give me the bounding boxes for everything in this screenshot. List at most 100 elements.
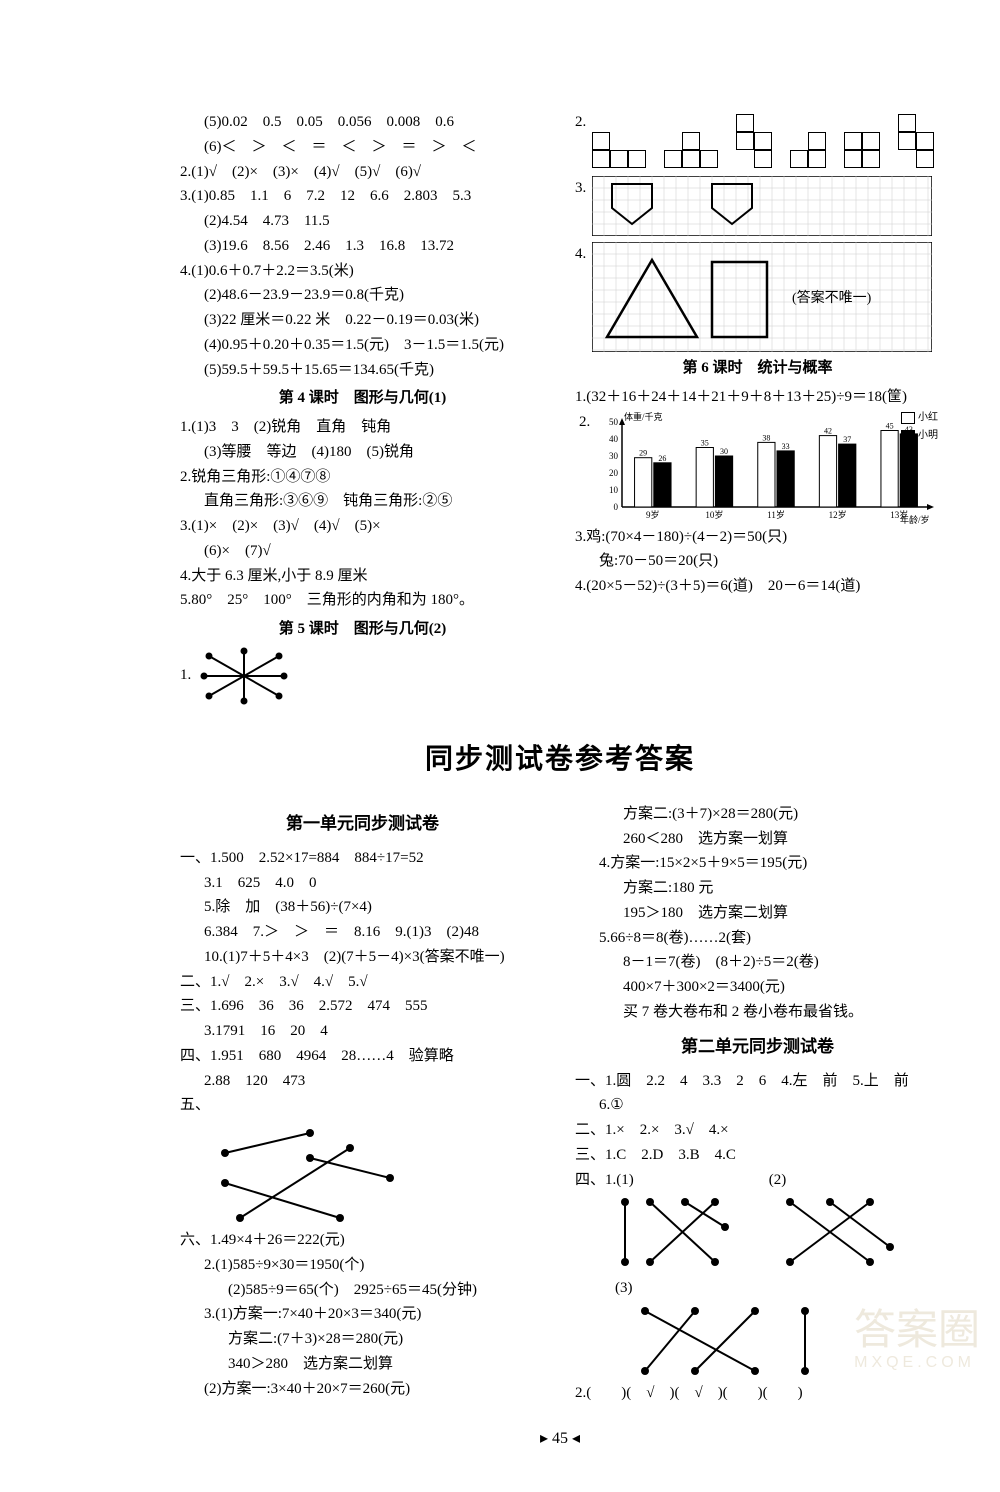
heading-lesson6: 第 6 课时 统计与概率 bbox=[575, 356, 940, 381]
text-line: 6.① bbox=[575, 1093, 940, 1118]
text-line: 方案二:180 元 bbox=[575, 876, 940, 901]
match-fig-3 bbox=[635, 1301, 835, 1381]
tetromino-row bbox=[592, 114, 934, 168]
text-line: 六、1.49×4＋26＝222(元) bbox=[180, 1228, 545, 1253]
text-line: 260＜280 选方案一划算 bbox=[575, 827, 940, 852]
text-line: (3)19.6 8.56 2.46 1.3 16.8 13.72 bbox=[180, 234, 545, 259]
text-line: 三、1.C 2.D 3.B 4.C bbox=[575, 1143, 940, 1168]
match-fig-1 bbox=[615, 1192, 735, 1272]
svg-text:29: 29 bbox=[639, 448, 647, 457]
q4-label: 4. bbox=[575, 242, 586, 267]
text-line: (2)方案一:3×40＋20×7＝260(元) bbox=[180, 1377, 545, 1402]
unit1-title: 第一单元同步测试卷 bbox=[180, 810, 545, 838]
svg-text:26: 26 bbox=[659, 453, 667, 462]
text-line: 2.(1)√ (2)× (3)× (4)√ (5)√ (6)√ bbox=[180, 160, 545, 185]
svg-text:11岁: 11岁 bbox=[767, 509, 785, 520]
svg-text:42: 42 bbox=[824, 426, 832, 435]
svg-text:30: 30 bbox=[609, 451, 619, 461]
q3-sublabel: (3) bbox=[615, 1276, 940, 1301]
text-line: 1.(32＋16＋24＋14＋21＋9＋8＋13＋25)÷9＝18(筐) bbox=[575, 385, 940, 410]
text-line: 3.1791 16 20 4 bbox=[180, 1019, 545, 1044]
grid-figure-4: (答案不唯一) bbox=[592, 242, 932, 352]
text-line: 2.(1)585÷9×30＝1950(个) bbox=[180, 1253, 545, 1278]
text-line: 5.80° 25° 100° 三角形的内角和为 180°。 bbox=[180, 588, 545, 613]
text-line: (5)0.02 0.5 0.05 0.056 0.008 0.6 bbox=[180, 110, 545, 135]
text-line: 10.(1)7＋5＋4×3 (2)(7＋5－4)×3(答案不唯一) bbox=[180, 945, 545, 970]
text-line: 8－1＝7(卷) (8＋2)÷5＝2(卷) bbox=[575, 950, 940, 975]
text-line: 4.大于 6.3 厘米,小于 8.9 厘米 bbox=[180, 564, 545, 589]
text-line: 兔:70－50＝20(只) bbox=[575, 549, 940, 574]
svg-text:体重/千克: 体重/千克 bbox=[624, 411, 663, 422]
text-line: 340＞280 选方案二划算 bbox=[180, 1352, 545, 1377]
svg-text:13岁: 13岁 bbox=[890, 509, 908, 520]
text-line: 195＞180 选方案二划算 bbox=[575, 901, 940, 926]
heading-lesson5: 第 5 课时 图形与几何(2) bbox=[180, 617, 545, 642]
svg-text:40: 40 bbox=[609, 434, 619, 444]
text-line: (2)48.6－23.9－23.9＝0.8(千克) bbox=[180, 283, 545, 308]
text-line: 二、1.√ 2.× 3.√ 4.√ 5.√ bbox=[180, 970, 545, 995]
text-line: 二、1.× 2.× 3.√ 4.× bbox=[575, 1118, 940, 1143]
q2-label: 2. bbox=[575, 110, 586, 135]
page-number: 45 bbox=[180, 1426, 940, 1452]
text-line: 3.1 625 4.0 0 bbox=[180, 871, 545, 896]
text-line: 4.(20×5－52)÷(3＋5)＝6(道) 20－6＝14(道) bbox=[575, 574, 940, 599]
text-line: 1.(1)3 3 (2)锐角 直角 钝角 bbox=[180, 415, 545, 440]
svg-text:12岁: 12岁 bbox=[829, 509, 847, 520]
svg-text:35: 35 bbox=[701, 438, 709, 447]
text-line: 4.(1)0.6＋0.7＋2.2＝3.5(米) bbox=[180, 259, 545, 284]
text-line: 5.除 加 (38＋56)÷(7×4) bbox=[180, 895, 545, 920]
watermark-url: MXQE.COM bbox=[854, 1354, 975, 1372]
bottom-right-column: 方案二:(3＋7)×28＝280(元)260＜280 选方案一划算4.方案一:1… bbox=[575, 802, 940, 1406]
text-line: (4)0.95＋0.20＋0.35＝1.5(元) 3－1.5＝1.5(元) bbox=[180, 333, 545, 358]
text-line: (5)59.5＋59.5＋15.65＝134.65(千克) bbox=[180, 358, 545, 383]
heading-lesson4: 第 4 课时 图形与几何(1) bbox=[180, 386, 545, 411]
text-line: 400×7＋300×2＝3400(元) bbox=[575, 975, 940, 1000]
top-left-column: (5)0.02 0.5 0.05 0.056 0.008 0.6(6)＜ ＞ ＜… bbox=[180, 110, 545, 706]
svg-text:20: 20 bbox=[609, 468, 619, 478]
text-line: 方案二:(7＋3)×28＝280(元) bbox=[180, 1327, 545, 1352]
unit2-title: 第二单元同步测试卷 bbox=[575, 1033, 940, 1061]
main-title: 同步测试卷参考答案 bbox=[180, 736, 940, 782]
text-line: 五、 bbox=[180, 1093, 545, 1118]
chart-legend: 小红 小明 bbox=[901, 410, 938, 447]
text-line: 5.66÷8＝8(卷)……2(套) bbox=[575, 926, 940, 951]
text-line: 一、1.圆 2.2 4 3.3 2 6 4.左 前 5.上 前 bbox=[575, 1069, 940, 1094]
text-line: 3.(1)方案一:7×40＋20×3＝340(元) bbox=[180, 1302, 545, 1327]
svg-text:10: 10 bbox=[609, 485, 619, 495]
text-line: (2)585÷9＝65(个) 2925÷65＝45(分钟) bbox=[180, 1278, 545, 1303]
svg-text:50: 50 bbox=[609, 417, 619, 427]
text-line: 买 7 卷大卷布和 2 卷小卷布最省钱。 bbox=[575, 1000, 940, 1025]
text-line: (6)＜ ＞ ＜ ＝ ＜ ＞ ＝ ＞ ＜ bbox=[180, 135, 545, 160]
svg-text:45: 45 bbox=[886, 421, 894, 430]
text-line: 直角三角形:③⑥⑨ 钝角三角形:②⑤ bbox=[180, 489, 545, 514]
svg-text:38: 38 bbox=[763, 433, 771, 442]
text-line: 三、1.696 36 36 2.572 474 555 bbox=[180, 994, 545, 1019]
text-line: 3.鸡:(70×4－180)÷(4－2)＝50(只) bbox=[575, 525, 940, 550]
grid-figure-3 bbox=[592, 176, 932, 236]
text-line: (2)4.54 4.73 11.5 bbox=[180, 209, 545, 234]
q4-note: (答案不唯一) bbox=[792, 289, 872, 306]
text-line: (6)× (7)√ bbox=[180, 539, 545, 564]
text-line: 2.88 120 473 bbox=[180, 1069, 545, 1094]
svg-text:33: 33 bbox=[782, 441, 790, 450]
text-line: 2.锐角三角形:①④⑦⑧ bbox=[180, 465, 545, 490]
text-line: (3)22 厘米＝0.22 米 0.22－0.19＝0.03(米) bbox=[180, 308, 545, 333]
text-line: (3)等腰 等边 (4)180 (5)锐角 bbox=[180, 440, 545, 465]
q5-1-label: 1. bbox=[180, 663, 191, 688]
text-line: 四、1.951 680 4964 28……4 验算略 bbox=[180, 1044, 545, 1069]
svg-text:0: 0 bbox=[614, 502, 619, 512]
text-line: 3.(1)0.85 1.1 6 7.2 12 6.6 2.803 5.3 bbox=[180, 184, 545, 209]
text-line: 四、1.(1) (2) bbox=[575, 1168, 940, 1193]
star-graph-icon bbox=[199, 646, 289, 706]
text-line: 一、1.500 2.52×17=884 884÷17=52 bbox=[180, 846, 545, 871]
bar-chart: 01020304050体重/千克年龄/岁29269岁353010岁383311岁… bbox=[594, 410, 934, 525]
matching-figure-5 bbox=[210, 1118, 410, 1228]
chart-q-label: 2. bbox=[579, 410, 590, 525]
text-line: 6.384 7.＞ ＞ ＝ 8.16 9.(1)3 (2)48 bbox=[180, 920, 545, 945]
svg-text:10岁: 10岁 bbox=[706, 509, 724, 520]
q2-checks: 2.( )( √ )( √ )( )( ) bbox=[575, 1381, 940, 1406]
top-right-column: 2. 3. bbox=[575, 110, 940, 706]
svg-text:9岁: 9岁 bbox=[646, 509, 660, 520]
svg-text:37: 37 bbox=[843, 435, 851, 444]
match-fig-2 bbox=[775, 1192, 895, 1272]
